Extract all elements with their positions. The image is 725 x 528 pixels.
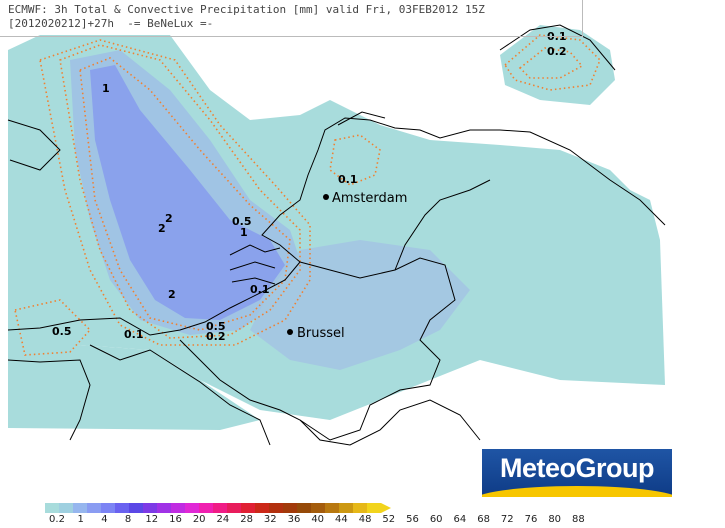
contour-label: 1 — [102, 82, 110, 95]
precipitation-legend: 0.2 1 4 8 12 16 20 24 28 32 36 40 44 48 52 56 60 64 68 72 76… — [45, 503, 585, 527]
header-subtitle: [2012020212]+27h -= BeNeLux =- — [8, 17, 214, 30]
contour-label: 0.5 — [52, 325, 72, 338]
legend-label: 28 — [240, 514, 253, 525]
map-header: ECMWF: 3h Total & Convective Precipitati… — [0, 0, 583, 37]
contour-label: 1 — [240, 226, 248, 239]
legend-swatch — [143, 503, 157, 513]
legend-swatch — [213, 503, 227, 513]
legend-label: 12 — [145, 514, 159, 525]
legend-swatch — [367, 503, 381, 513]
legend-swatch — [101, 503, 115, 513]
legend-label: 40 — [311, 514, 325, 525]
legend-label: 76 — [524, 514, 538, 525]
precip-area-heavy — [90, 65, 285, 320]
contour-label: 2 — [168, 288, 176, 301]
legend-label: 20 — [192, 514, 206, 525]
precip-area-light-sw — [8, 345, 260, 430]
legend-label: 1 — [77, 514, 84, 525]
brussel-marker — [287, 329, 293, 335]
contour-label: 2 — [165, 212, 173, 225]
legend-label: 32 — [263, 514, 277, 525]
brussel-label: Brussel — [297, 326, 345, 341]
legend-label: 60 — [429, 514, 443, 525]
legend-label: 44 — [335, 514, 348, 525]
contour-label: 0.2 — [547, 45, 567, 58]
legend-color-bar — [45, 503, 391, 513]
legend-label: 56 — [406, 514, 419, 525]
legend-swatch — [339, 503, 353, 513]
legend-label: 8 — [124, 514, 132, 525]
contour-labels: 1 2 2 0.5 1 2 0.1 0.5 0.2 0.5 0.1 0.1 0.… — [52, 30, 567, 343]
legend-label: 72 — [500, 514, 514, 525]
legend-swatch — [129, 503, 143, 513]
legend-swatch — [171, 503, 185, 513]
legend-swatch — [227, 503, 241, 513]
logo-sun-arc — [482, 486, 672, 497]
coastlines — [7, 24, 666, 446]
legend-label: 52 — [382, 514, 396, 525]
amsterdam-marker — [323, 194, 329, 200]
legend-label: 16 — [169, 514, 182, 525]
legend-label: 24 — [216, 514, 230, 525]
legend-swatch — [45, 503, 59, 513]
legend-swatch — [199, 503, 213, 513]
legend-label: 64 — [453, 514, 467, 525]
legend-swatch — [325, 503, 339, 513]
legend-label: 48 — [358, 514, 372, 525]
legend-label: 68 — [477, 514, 490, 525]
legend-label: 88 — [572, 514, 585, 525]
contour-label: 0.5 — [232, 215, 252, 228]
contour-label: 0.5 — [206, 320, 226, 333]
meteogroup-logo: MeteoGroup — [482, 449, 672, 497]
legend-swatch — [87, 503, 101, 513]
legend-swatch — [241, 503, 255, 513]
legend-swatch — [157, 503, 171, 513]
legend-swatch — [297, 503, 311, 513]
legend-swatch — [353, 503, 367, 513]
precip-area-medium-east — [250, 240, 470, 370]
legend-swatch — [59, 503, 73, 513]
legend-label: 0.2 — [49, 514, 65, 525]
logo-text: MeteoGroup — [500, 453, 655, 483]
legend-swatch — [73, 503, 87, 513]
legend-arrow-icon — [381, 503, 391, 513]
legend-swatch — [115, 503, 129, 513]
contour-label: 0.1 — [250, 283, 270, 296]
contour-label: 0.2 — [206, 330, 226, 343]
contour-label: 0.1 — [338, 173, 358, 186]
legend-swatch — [311, 503, 325, 513]
legend-label: 80 — [548, 514, 562, 525]
legend-label: 4 — [101, 514, 108, 525]
header-frame — [0, 0, 583, 37]
header-title: ECMWF: 3h Total & Convective Precipitati… — [8, 3, 485, 16]
legend-swatch — [185, 503, 199, 513]
amsterdam-label: Amsterdam — [332, 191, 407, 206]
contour-label: 0.1 — [124, 328, 144, 341]
contour-label: 2 — [158, 222, 166, 235]
legend-swatch — [283, 503, 297, 513]
legend-swatch — [269, 503, 283, 513]
legend-label: 36 — [287, 514, 301, 525]
legend-labels: 0.2 1 4 8 12 16 20 24 28 32 36 40 44 48 52 56 60 64 68 72 76… — [45, 513, 585, 527]
legend-swatch — [255, 503, 269, 513]
